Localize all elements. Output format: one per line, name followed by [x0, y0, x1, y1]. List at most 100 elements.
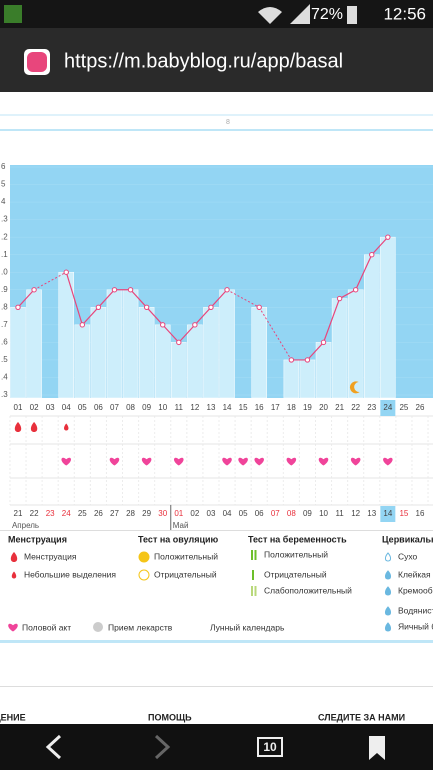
x-tick-label: 21	[335, 403, 344, 412]
y-tick-label: .7	[1, 320, 8, 329]
legend-item: Отрицательный	[154, 569, 217, 579]
x-tick-label: 13	[207, 403, 216, 412]
sex-icon	[174, 457, 184, 466]
date-label: 11	[335, 509, 344, 518]
legend-icon	[11, 571, 17, 579]
y-tick-label: .4	[1, 373, 8, 382]
legend-icon	[251, 550, 253, 560]
x-tick-label: 10	[158, 403, 167, 412]
site-logo	[27, 52, 47, 72]
x-tick-label: 23	[367, 403, 376, 412]
legend-item: Отрицательный	[264, 569, 327, 579]
legend-icon	[195, 621, 202, 634]
x-tick-label: 12	[190, 403, 199, 412]
wifi-icon	[258, 7, 282, 24]
temperature-point	[111, 287, 118, 293]
battery-icon	[347, 6, 357, 24]
x-tick-label: 22	[351, 403, 360, 412]
y-tick-label: .8	[1, 302, 8, 311]
temperature-point	[304, 357, 311, 363]
sex-icon	[61, 457, 72, 466]
sex-icon	[141, 457, 152, 466]
bookmark-button[interactable]	[369, 736, 385, 760]
date-label: 07	[271, 509, 280, 518]
date-label: 24	[62, 509, 71, 518]
x-tick-label: 15	[239, 403, 248, 412]
y-tick-label: .3	[1, 215, 8, 224]
bar	[219, 289, 235, 399]
legend-item: Слабоположительный	[264, 585, 352, 595]
x-tick-label: 11	[175, 403, 184, 412]
sex-icon	[383, 457, 393, 466]
legend-icon	[138, 551, 150, 563]
x-tick-label: 20	[319, 403, 328, 412]
date-label: 15	[399, 509, 408, 518]
x-tick-label: 06	[94, 403, 103, 412]
temperature-point	[369, 251, 375, 258]
legend-icon	[251, 586, 253, 596]
date-label: 04	[223, 509, 232, 518]
date-label: 22	[30, 509, 39, 518]
date-label: 13	[367, 509, 376, 518]
temperature-point	[288, 357, 295, 363]
forward-button[interactable]	[154, 734, 171, 760]
sex-icon	[350, 457, 361, 466]
x-tick-label: 26	[416, 403, 425, 412]
legend-item: Положительный	[154, 551, 218, 561]
y-tick-label: 6	[1, 162, 6, 171]
legend-title: Тест на беременность	[248, 534, 347, 544]
x-tick-label: 07	[110, 403, 119, 412]
clock: 12:56	[383, 4, 426, 23]
back-button[interactable]	[45, 734, 62, 760]
legend-item: Клейкая	[398, 569, 431, 579]
bar	[203, 307, 219, 399]
bar	[315, 342, 332, 399]
date-label: 01	[174, 509, 183, 518]
date-label: 21	[14, 509, 23, 518]
sex-icon	[318, 457, 329, 466]
x-tick-label: 09	[142, 403, 151, 412]
status-bar	[0, 0, 433, 28]
temperature-point	[192, 322, 198, 328]
legend-item: Менструация	[24, 551, 77, 561]
legend-item: Кремообразная	[398, 585, 433, 595]
legend-icon	[254, 586, 257, 596]
footer-link[interactable]: СЛЕДИТЕ ЗА НАМИ	[318, 712, 405, 722]
bar	[74, 324, 91, 399]
temperature-point	[208, 304, 214, 311]
url-bar[interactable]	[0, 28, 433, 92]
tabs-button[interactable]	[257, 737, 283, 757]
footer-link[interactable]: ОБЩЕНИЕ	[0, 712, 26, 722]
legend-icon	[384, 570, 392, 580]
date-label: 12	[351, 509, 360, 518]
menstruation-icon	[14, 422, 22, 432]
bar	[138, 307, 155, 399]
date-label: 16	[416, 509, 425, 518]
temperature-point	[79, 322, 86, 328]
temperature-point	[63, 269, 69, 275]
signal-icon	[290, 4, 310, 24]
legend-title: Тест на овуляцию	[138, 534, 219, 544]
temperature-point	[352, 287, 359, 293]
legend-icon	[252, 570, 254, 580]
temperature-point	[31, 287, 37, 293]
temperature-point	[160, 322, 166, 328]
y-tick-label: .1	[1, 250, 8, 259]
divider	[0, 686, 433, 687]
legend-item: Прием лекарств	[108, 622, 173, 632]
url[interactable]: https://m.babyblog.ru/app/basal	[64, 50, 343, 72]
x-tick-label: 08	[126, 403, 135, 412]
legend-item: Половой акт	[22, 622, 71, 632]
bar	[187, 324, 203, 399]
legend-title: Цервикальная слизь	[382, 534, 433, 544]
date-label: 02	[190, 509, 199, 518]
y-tick-label: .5	[1, 355, 8, 364]
x-tick-label: 03	[46, 403, 55, 412]
today-highlight	[380, 400, 396, 416]
battery: 72%	[311, 6, 343, 23]
month-label: Апрель	[12, 521, 39, 530]
footer-link[interactable]: ПОМОЩЬ	[148, 712, 192, 722]
x-tick-label: 17	[271, 403, 280, 412]
y-tick-label: .6	[1, 337, 8, 346]
